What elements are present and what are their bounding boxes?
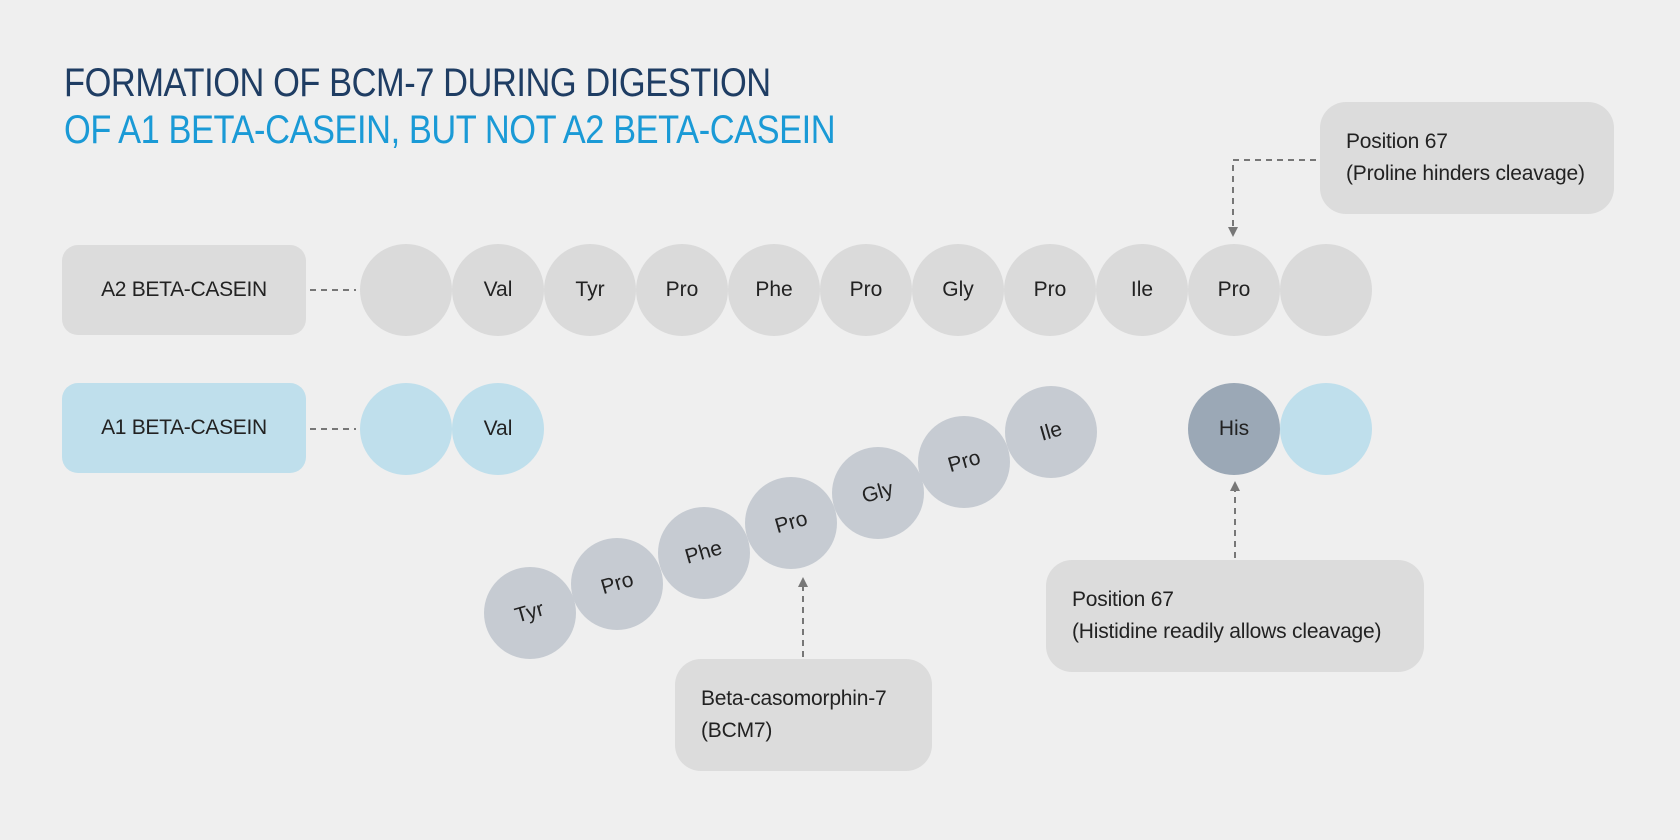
bcm7-residue: Tyr [484, 567, 576, 659]
a1-label-text: A1 BETA-CASEIN [101, 416, 267, 439]
a2-residue: Pro [820, 244, 912, 336]
a2-residue-position-67: Pro [1188, 244, 1280, 336]
a1-residue-histidine: His [1188, 383, 1280, 475]
a2-residue: Tyr [544, 244, 636, 336]
a2-residue: Ile [1096, 244, 1188, 336]
a2-residue: Pro [636, 244, 728, 336]
page-title: FORMATION OF BCM-7 DURING DIGESTION OF A… [64, 60, 836, 154]
title-line-2: OF A1 BETA-CASEIN, BUT NOT A2 BETA-CASEI… [64, 108, 836, 152]
histidine-note: Position 67 (Histidine readily allows cl… [1046, 560, 1424, 672]
proline-note: Position 67 (Proline hinders cleavage) [1320, 102, 1614, 214]
a2-beta-casein-label: A2 BETA-CASEIN [62, 245, 306, 335]
a2-residue: Phe [728, 244, 820, 336]
a1-residue [360, 383, 452, 475]
bcm7-residue: Pro [571, 538, 663, 630]
bcm7-residue: Phe [658, 507, 750, 599]
bcm7-residue: Pro [745, 477, 837, 569]
histidine-note-line1: Position 67 [1072, 588, 1174, 611]
bcm7-note-line1: Beta-casomorphin-7 [701, 687, 887, 710]
a2-residue: Pro [1004, 244, 1096, 336]
proline-arrow [1228, 159, 1316, 237]
bcm7-residue: Pro [918, 416, 1010, 508]
proline-note-line2: (Proline hinders cleavage) [1346, 162, 1585, 185]
a1-residue: Val [452, 383, 544, 475]
bcm7-note: Beta-casomorphin-7 (BCM7) [675, 659, 932, 771]
a2-residue [360, 244, 452, 336]
bcm7-residue: Gly [832, 447, 924, 539]
bcm7-residue: Ile [1005, 386, 1097, 478]
title-line-1: FORMATION OF BCM-7 DURING DIGESTION [64, 61, 771, 105]
a2-residue [1280, 244, 1372, 336]
a2-residue: Gly [912, 244, 1004, 336]
a1-residue [1280, 383, 1372, 475]
a1-beta-casein-label: A1 BETA-CASEIN [62, 383, 306, 473]
histidine-note-line2: (Histidine readily allows cleavage) [1072, 620, 1382, 643]
bcm7-note-line2: (BCM7) [701, 719, 773, 742]
a2-label-text: A2 BETA-CASEIN [101, 278, 267, 301]
proline-note-line1: Position 67 [1346, 130, 1448, 153]
a2-residue: Val [452, 244, 544, 336]
